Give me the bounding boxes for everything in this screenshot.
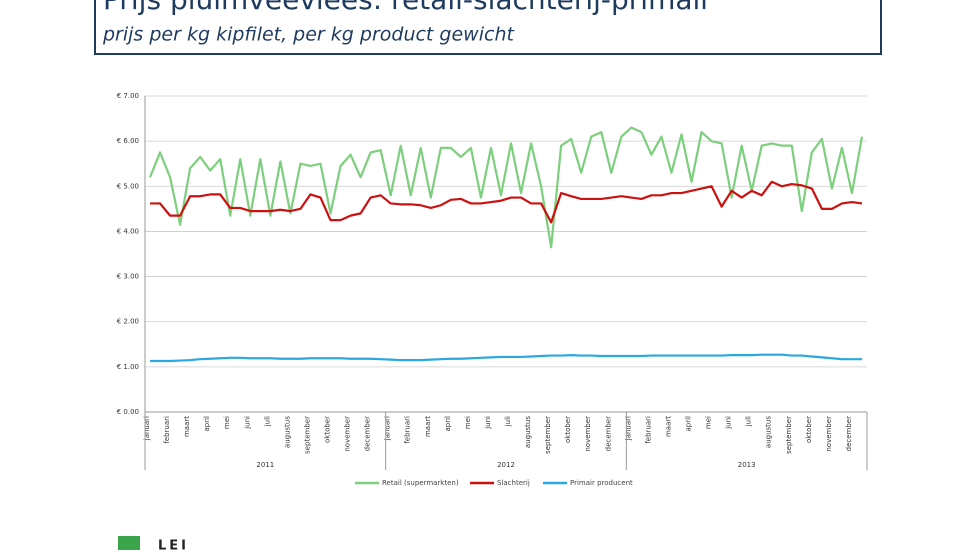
- logo-mark: [118, 536, 140, 554]
- x-tick-label: april: [203, 416, 211, 432]
- x-tick-label: oktober: [564, 416, 572, 443]
- x-tick-label: september: [785, 416, 793, 454]
- y-tick-label: € 7.00: [117, 92, 139, 100]
- slide-title: Prijs pluimveevlees: retail-slachterij-p…: [103, 0, 712, 16]
- x-tick-label: juni: [243, 416, 251, 430]
- x-tick-label: april: [444, 416, 452, 432]
- x-tick-label: oktober: [805, 416, 813, 443]
- x-tick-label: februari: [404, 416, 412, 444]
- x-tick-label: december: [845, 416, 853, 451]
- x-tick-label: november: [344, 416, 352, 452]
- x-tick-label: mei: [705, 416, 713, 429]
- y-tick-label: € 6.00: [117, 137, 139, 145]
- x-tick-label: augustus: [524, 416, 532, 448]
- x-tick-label: juli: [504, 416, 512, 427]
- series-line: [148, 126, 864, 249]
- x-tick-label: juni: [725, 416, 733, 430]
- x-tick-label: december: [604, 416, 612, 451]
- x-tick-label: maart: [183, 416, 191, 437]
- x-tick-label: november: [584, 416, 592, 452]
- y-tick-label: € 0.00: [117, 408, 139, 416]
- legend-label: Primair producent: [570, 479, 633, 487]
- x-group-label: 2011: [256, 461, 274, 469]
- x-tick-label: oktober: [324, 416, 332, 443]
- x-tick-label: maart: [424, 416, 432, 437]
- x-tick-label: januari: [624, 416, 632, 441]
- x-tick-label: juli: [263, 416, 271, 427]
- x-tick-label: januari: [143, 416, 151, 441]
- x-tick-label: februari: [163, 416, 171, 444]
- logo-text: LEI: [158, 539, 189, 551]
- y-tick-label: € 5.00: [117, 182, 139, 190]
- x-tick-label: september: [544, 416, 552, 454]
- x-tick-label: december: [364, 416, 372, 451]
- slide-subtitle: prijs per kg kipfilet, per kg product ge…: [102, 24, 515, 46]
- x-tick-label: mei: [223, 416, 231, 429]
- x-tick-label: juli: [745, 416, 753, 427]
- y-tick-label: € 1.00: [117, 363, 139, 371]
- x-tick-label: augustus: [765, 416, 773, 448]
- x-tick-label: mei: [464, 416, 472, 429]
- y-tick-label: € 4.00: [117, 227, 139, 235]
- series-line: [150, 353, 862, 363]
- legend-label: Slachterij: [497, 479, 530, 487]
- x-tick-label: september: [303, 416, 311, 454]
- series-line: [150, 180, 863, 224]
- y-tick-label: € 3.00: [117, 273, 139, 281]
- x-tick-label: november: [825, 416, 833, 452]
- legend-label: Retail (supermarkten): [382, 479, 459, 487]
- x-group-label: 2013: [738, 461, 756, 469]
- x-tick-label: januari: [384, 416, 392, 441]
- y-tick-label: € 2.00: [117, 318, 139, 326]
- x-tick-label: april: [685, 416, 693, 432]
- x-tick-label: augustus: [283, 416, 291, 448]
- x-group-label: 2012: [497, 461, 515, 469]
- x-tick-label: februari: [644, 416, 652, 444]
- x-tick-label: maart: [664, 416, 672, 437]
- x-tick-label: juni: [484, 416, 492, 430]
- title-box: [94, 0, 882, 55]
